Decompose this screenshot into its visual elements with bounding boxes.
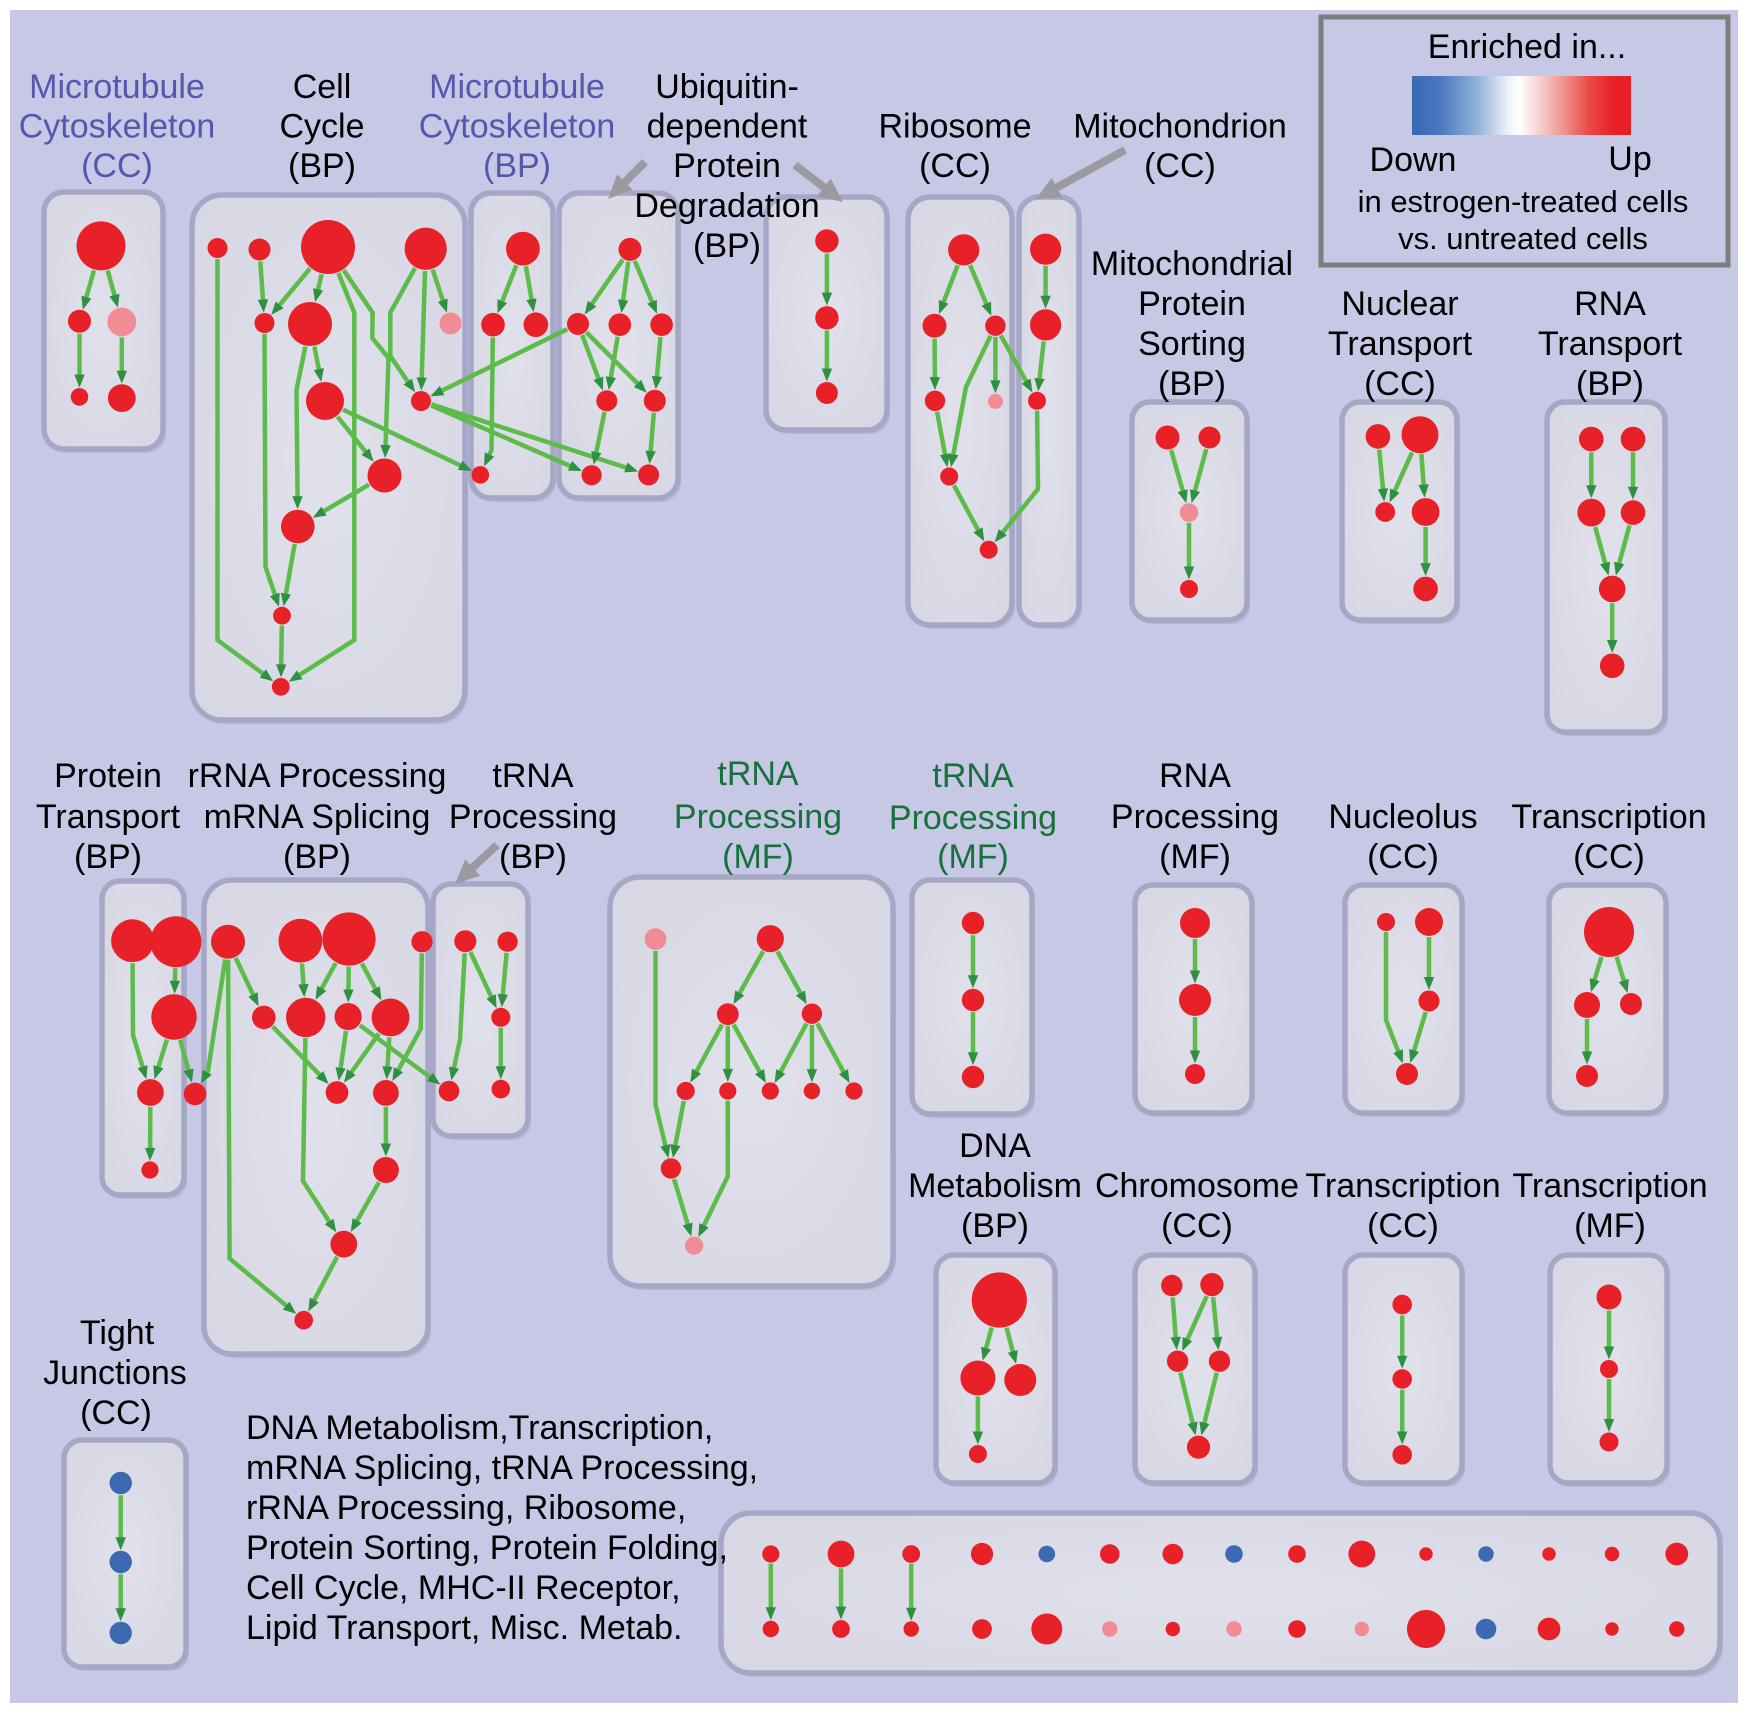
svg-text:Protein: Protein [1138, 285, 1246, 323]
svg-text:(BP): (BP) [288, 147, 356, 185]
svg-text:(CC): (CC) [1161, 1207, 1233, 1245]
svg-text:Transport: Transport [1328, 325, 1473, 363]
svg-text:(BP): (BP) [693, 227, 761, 265]
svg-text:Protein: Protein [54, 757, 162, 795]
svg-text:Enriched in...: Enriched in... [1428, 28, 1626, 66]
svg-text:(BP): (BP) [1576, 365, 1644, 403]
svg-text:Mitochondrial: Mitochondrial [1091, 245, 1293, 283]
svg-text:(CC): (CC) [1573, 838, 1645, 876]
svg-text:mRNA Splicing: mRNA Splicing [204, 798, 431, 836]
svg-text:(MF): (MF) [937, 838, 1009, 876]
svg-text:DNA Metabolism,Transcription,: DNA Metabolism,Transcription, [246, 1409, 713, 1447]
svg-text:Processing: Processing [449, 798, 617, 836]
svg-text:tRNA: tRNA [932, 757, 1014, 795]
svg-text:DNA: DNA [959, 1127, 1031, 1165]
svg-text:Sorting: Sorting [1138, 325, 1246, 363]
svg-text:(BP): (BP) [283, 838, 351, 876]
svg-text:(BP): (BP) [1158, 365, 1226, 403]
svg-text:(BP): (BP) [74, 838, 142, 876]
svg-text:Cytoskeleton: Cytoskeleton [19, 108, 216, 146]
svg-text:Microtubule: Microtubule [429, 68, 605, 106]
svg-text:vs. untreated cells: vs. untreated cells [1398, 221, 1648, 256]
svg-text:(BP): (BP) [483, 147, 551, 185]
svg-text:(MF): (MF) [722, 838, 794, 876]
svg-text:Processing: Processing [1111, 798, 1279, 836]
svg-text:Nucleolus: Nucleolus [1328, 798, 1477, 836]
svg-text:Degradation: Degradation [634, 187, 819, 225]
svg-text:(CC): (CC) [1144, 147, 1216, 185]
svg-text:Transport: Transport [1538, 325, 1683, 363]
svg-text:(CC): (CC) [1364, 365, 1436, 403]
svg-text:rRNA Processing, Ribosome,: rRNA Processing, Ribosome, [246, 1489, 686, 1527]
svg-text:Protein: Protein [673, 147, 781, 185]
svg-text:Tight: Tight [80, 1314, 155, 1352]
svg-text:Mitochondrion: Mitochondrion [1073, 108, 1287, 146]
svg-text:Ribosome: Ribosome [878, 108, 1031, 146]
svg-text:(CC): (CC) [919, 147, 991, 185]
svg-text:Nuclear: Nuclear [1341, 285, 1458, 323]
svg-text:Processing: Processing [889, 799, 1057, 837]
svg-text:Ubiquitin-: Ubiquitin- [655, 68, 799, 106]
svg-text:(CC): (CC) [81, 147, 153, 185]
svg-text:tRNA: tRNA [717, 755, 799, 793]
svg-text:RNA: RNA [1574, 285, 1646, 323]
svg-text:(MF): (MF) [1159, 838, 1231, 876]
svg-text:rRNA Processing: rRNA Processing [188, 757, 447, 795]
svg-text:Transcription: Transcription [1305, 1167, 1500, 1205]
svg-text:Junctions: Junctions [43, 1354, 187, 1392]
svg-text:(MF): (MF) [1574, 1207, 1646, 1245]
svg-text:Transcription: Transcription [1512, 1167, 1707, 1205]
svg-text:Down: Down [1370, 141, 1457, 179]
svg-text:RNA: RNA [1159, 757, 1231, 795]
svg-text:Cycle: Cycle [279, 108, 364, 146]
svg-text:Cell: Cell [293, 68, 352, 106]
svg-text:Metabolism: Metabolism [908, 1167, 1082, 1205]
svg-text:(BP): (BP) [961, 1207, 1029, 1245]
svg-text:Protein Sorting, Protein Foldi: Protein Sorting, Protein Folding, [246, 1529, 728, 1567]
svg-text:in estrogen-treated cells: in estrogen-treated cells [1358, 184, 1689, 219]
svg-text:Chromosome: Chromosome [1095, 1167, 1299, 1205]
svg-text:Microtubule: Microtubule [29, 68, 205, 106]
svg-text:Processing: Processing [674, 798, 842, 836]
svg-text:Cytoskeleton: Cytoskeleton [419, 108, 616, 146]
svg-text:(CC): (CC) [80, 1394, 152, 1432]
svg-text:Lipid Transport, Misc. Metab.: Lipid Transport, Misc. Metab. [246, 1609, 683, 1647]
svg-text:mRNA Splicing, tRNA Processing: mRNA Splicing, tRNA Processing, [246, 1449, 758, 1487]
svg-text:(CC): (CC) [1367, 1207, 1439, 1245]
svg-text:Transport: Transport [36, 798, 181, 836]
svg-text:Up: Up [1608, 140, 1651, 178]
svg-text:dependent: dependent [647, 108, 808, 146]
svg-text:tRNA: tRNA [492, 757, 574, 795]
svg-text:Transcription: Transcription [1511, 798, 1706, 836]
svg-text:(BP): (BP) [499, 838, 567, 876]
svg-text:Cell Cycle, MHC-II Receptor,: Cell Cycle, MHC-II Receptor, [246, 1569, 681, 1607]
svg-text:(CC): (CC) [1367, 838, 1439, 876]
